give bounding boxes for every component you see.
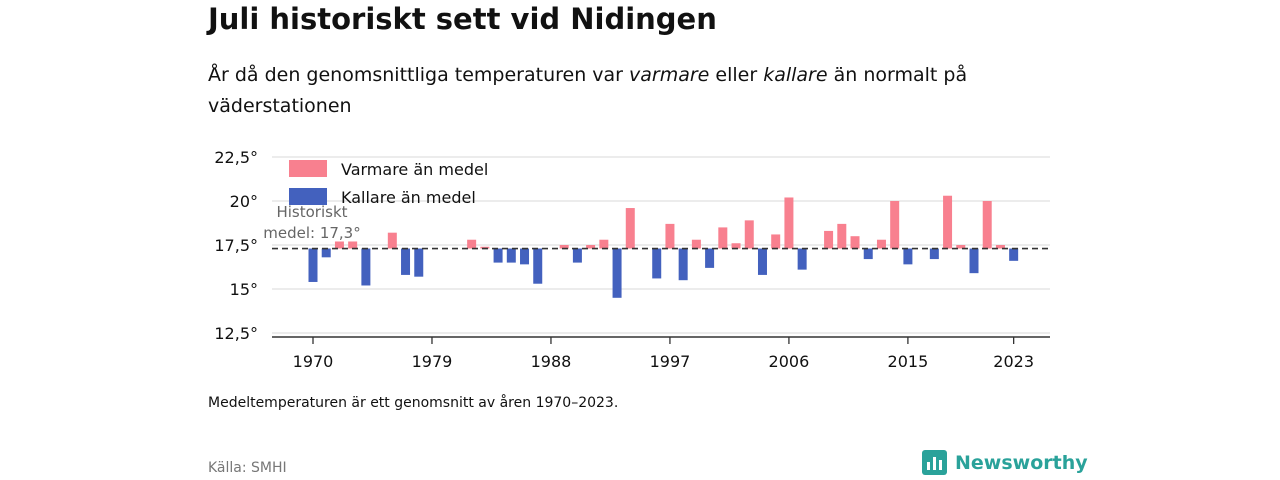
bar-2013 (876, 239, 886, 249)
legend-cold-swatch (289, 188, 327, 205)
bar-2023 (1009, 248, 1019, 261)
bar-2009 (824, 230, 834, 249)
bar-1998 (678, 248, 688, 281)
bar-1989 (559, 245, 569, 249)
legend-cold-label: Kallare än medel (341, 188, 476, 207)
bar-2017 (929, 248, 939, 260)
source-label: Källa: SMHI (208, 460, 287, 476)
y-tick-label: 17,5° (214, 236, 258, 255)
bar-2000 (705, 248, 715, 268)
bar-1974 (361, 248, 371, 286)
y-axis-labels: 12,5° 15° 17,5° 20° 22,5° (214, 148, 258, 343)
bar-1983 (480, 246, 490, 249)
bar-1996 (652, 248, 662, 279)
bar-1982 (467, 239, 477, 249)
bar-1990 (572, 248, 582, 263)
chart-title: Juli historiskt sett vid Nidingen (208, 2, 717, 36)
bar-2021 (982, 201, 992, 249)
bar-1985 (506, 248, 516, 263)
subtitle-text-3: än normalt på väderstationen (208, 64, 968, 117)
bar-2002 (731, 243, 741, 249)
bar-2011 (850, 236, 860, 249)
subtitle-text-1: År då den genomsnittliga temperaturen va… (208, 64, 630, 86)
bar-1991 (586, 245, 596, 249)
x-tick-label: 2006 (769, 352, 810, 371)
bar-1994 (625, 208, 635, 249)
bar-1992 (599, 239, 609, 249)
x-tick-label: 1988 (531, 352, 572, 371)
bar-2004 (757, 248, 767, 275)
subtitle-text-2: eller (709, 64, 764, 86)
bar-1977 (401, 248, 411, 275)
bar-1971 (321, 248, 331, 258)
baseline-label-line-2: medel: 17,3° (263, 224, 360, 242)
subtitle-warm-word: varmare (629, 64, 710, 86)
y-tick-label: 12,5° (214, 324, 258, 343)
bar-2018 (943, 195, 953, 249)
bar-1987 (533, 248, 543, 284)
temperature-bar-chart: 12,5° 15° 17,5° 20° 22,5° Historiskt medel: … (214, 148, 1050, 371)
legend-warm-label: Varmare än medel (341, 160, 488, 179)
y-grid-lines (272, 156, 1050, 334)
bar-2019 (956, 245, 966, 249)
subtitle-cold-word: kallare (763, 64, 828, 86)
legend-warm-swatch (289, 160, 327, 177)
bar-2007 (797, 248, 807, 270)
bar-2015 (903, 248, 913, 265)
footnote: Medeltemperaturen är ett genomsnitt av å… (208, 395, 619, 411)
bar-1976 (387, 232, 397, 249)
bar-2001 (718, 227, 728, 249)
bar-1978 (414, 248, 424, 277)
bar-1970 (308, 248, 318, 282)
brand-name: Newsworthy (955, 451, 1088, 474)
x-tick-label: 1979 (412, 352, 453, 371)
x-tick-label: 2023 (993, 352, 1034, 371)
newsworthy-logo-icon (922, 450, 947, 475)
bar-1997 (665, 223, 675, 249)
legend: Varmare än medel Kallare än medel (289, 160, 488, 207)
y-tick-label: 22,5° (214, 148, 258, 167)
bar-1973 (348, 241, 358, 249)
bar-2014 (890, 201, 900, 249)
bar-1999 (691, 239, 701, 249)
chart-subtitle: År då den genomsnittliga temperaturen va… (208, 60, 1028, 122)
bar-2012 (863, 248, 873, 260)
bar-2020 (969, 248, 979, 274)
bar-2005 (771, 234, 781, 249)
bar-2003 (744, 220, 754, 249)
bar-1972 (334, 241, 344, 249)
x-axis-ticks: 1970 1979 1988 1997 2006 2015 2023 (293, 337, 1034, 371)
bar-1993 (612, 248, 622, 298)
bar-1986 (520, 248, 530, 265)
bar-2010 (837, 223, 847, 249)
baseline-label-line-1: Historiskt (276, 203, 347, 221)
bar-series (308, 195, 1019, 298)
bar-1984 (493, 248, 503, 263)
bar-2022 (995, 245, 1005, 249)
brand-logo: Newsworthy (922, 450, 1088, 475)
x-tick-label: 1997 (650, 352, 691, 371)
bar-2006 (784, 197, 794, 249)
x-tick-label: 2015 (888, 352, 929, 371)
y-tick-label: 20° (230, 192, 258, 211)
x-tick-label: 1970 (293, 352, 334, 371)
y-tick-label: 15° (230, 280, 258, 299)
